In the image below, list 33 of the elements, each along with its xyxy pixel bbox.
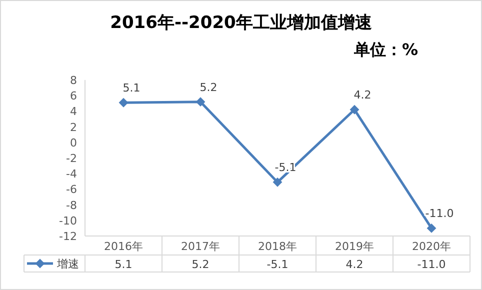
y-tick-label: 8 (70, 74, 77, 87)
data-label: 4.2 (346, 258, 364, 271)
data-label: -5.1 (266, 258, 288, 271)
x-tick-label: 2017年 (181, 240, 220, 253)
y-tick-label: -10 (59, 214, 77, 228)
y-tick-label: 6 (70, 90, 77, 103)
y-tick-label: -12 (59, 230, 77, 243)
point (427, 224, 436, 233)
x-tick-label: 2019年 (335, 240, 374, 253)
chart-title: 2016年--2020年工业增加值增速 (110, 13, 372, 33)
y-tick-label: 0 (70, 136, 77, 150)
y-tick-label: 4 (70, 105, 77, 118)
x-tick-label: 2018年 (258, 240, 297, 253)
x-tick-label: 2020年 (412, 240, 451, 253)
text: 4.2 (354, 88, 372, 102)
x-tick-label: 2016年 (104, 240, 143, 253)
legend-label: 增速 (56, 258, 79, 270)
y-tick-label: -2 (66, 152, 77, 165)
data-label: 5.2 (192, 258, 210, 271)
data-label: 5.1 (114, 258, 132, 271)
y-tick-label: -4 (66, 168, 77, 181)
text: 5.2 (200, 80, 218, 94)
point (119, 98, 128, 108)
text: 5.1 (122, 82, 140, 95)
point (196, 97, 205, 106)
point (273, 178, 282, 187)
data-label: -11.0 (417, 258, 446, 271)
text: -11.0 (425, 207, 454, 220)
y-tick-label: -8 (66, 198, 77, 212)
point (350, 105, 359, 114)
y-tick-label: -6 (66, 183, 77, 196)
chart-subtitle: 单位：% (352, 40, 418, 59)
y-tick-label: 2 (70, 120, 77, 134)
